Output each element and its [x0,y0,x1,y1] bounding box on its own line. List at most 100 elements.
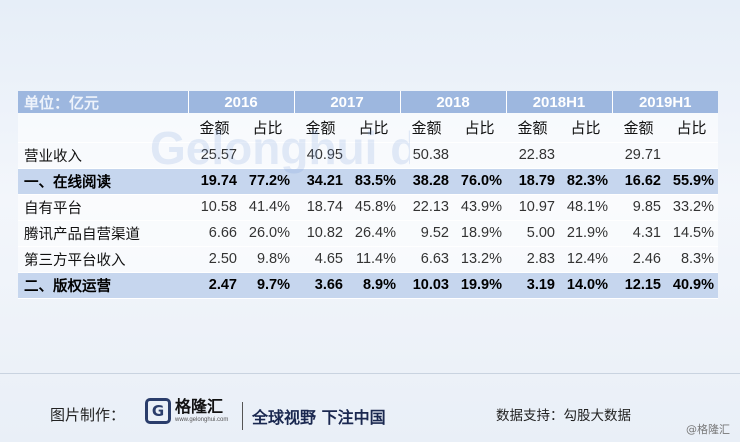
share-cell: 14.0% [559,272,612,298]
share-cell: 9.7% [241,272,294,298]
amount-cell: 22.83 [518,147,555,163]
share-cell: 55.9% [665,168,718,194]
amount-cell: 9.52 [420,225,449,241]
data-source: 数据支持：勾股大数据 [496,408,631,424]
revenue-table: 单位：亿元 2016 2017 2018 2018H1 2019H1 金额 占比… [18,91,718,299]
table-row: 腾讯产品自营渠道 6.66 26.0% 10.82 26.4% 9.52 18.9% 5.00… [18,220,718,246]
share-cell: 19.9% [453,272,506,298]
amount-cell: 38.28 [400,168,453,194]
amount-cell: 5.00 [526,225,555,241]
share-cell [347,142,400,168]
table-row: 二、版权运营 2.47 9.7% 3.66 8.9% 10.03 19.9% 3.19 14.0… [18,272,718,298]
share-cell: 11.4% [355,251,396,267]
share-cell: 40.9% [665,272,718,298]
share-cell: 41.4% [248,199,290,215]
amount-cell: 2.50 [208,251,237,267]
share-cell: 26.0% [248,225,290,241]
share-cell: 21.9% [566,225,608,241]
year-header: 2018H1 [505,91,612,113]
logo-url: www.gelonghui.com [175,417,229,423]
year-header-row: 单位：亿元 2016 2017 2018 2018H1 2019H1 [18,91,718,113]
amount-cell: 19.74 [188,168,241,194]
sub-header-amount: 金额 [623,119,654,137]
amount-cell: 29.71 [624,147,661,163]
slogan: 全球视野 下注中国 [252,408,386,427]
share-cell: 26.4% [354,225,396,241]
share-cell: 12.4% [566,251,608,267]
share-cell: 76.0% [453,168,506,194]
amount-cell: 10.82 [306,225,343,241]
sub-header-blank [18,113,188,142]
amount-cell: 50.38 [412,147,449,163]
amount-cell: 34.21 [294,168,347,194]
amount-cell: 2.46 [632,251,661,267]
amount-cell: 4.65 [314,251,343,267]
share-cell [453,142,506,168]
unit-label: 单位：亿元 [18,91,188,113]
amount-cell: 3.66 [294,272,347,298]
amount-cell: 10.97 [518,199,555,215]
gelonghui-logo: G 格隆汇 www.gelonghui.com [145,398,228,424]
table-row: 第三方平台收入 2.50 9.8% 4.65 11.4% 6.63 13.2% 2.83 12.… [18,246,718,272]
share-cell: 8.9% [347,272,400,298]
share-cell: 18.9% [460,225,502,241]
amount-cell: 40.95 [306,147,343,163]
share-cell: 33.2% [672,199,714,215]
share-cell: 77.2% [241,168,294,194]
row-label: 二、版权运营 [18,272,188,298]
logo-g-icon: G [145,398,171,424]
amount-cell: 9.85 [632,199,661,215]
row-label: 第三方平台收入 [24,252,126,269]
footer-divider-line [0,373,740,374]
share-cell: 82.3% [559,168,612,194]
share-cell [559,142,612,168]
year-header: 2017 [293,91,400,113]
amount-cell: 16.62 [612,168,665,194]
sub-header-amount: 金额 [199,119,230,137]
footer-vertical-divider [242,402,243,430]
share-cell [241,142,294,168]
amount-cell: 2.47 [188,272,241,298]
amount-cell: 18.79 [506,168,559,194]
share-cell: 83.5% [347,168,400,194]
row-label: 腾讯产品自营渠道 [24,226,140,243]
row-label: 一、在线阅读 [18,168,188,194]
amount-cell: 12.15 [612,272,665,298]
table-row: 营业收入 25.57 40.95 50.38 22.83 29.71 [18,142,718,168]
sub-header-share: 占比 [252,119,283,137]
amount-cell: 2.83 [526,251,555,267]
row-label: 自有平台 [24,200,82,217]
sub-header-share: 占比 [676,119,707,137]
amount-cell: 6.66 [208,225,237,241]
amount-cell: 3.19 [506,272,559,298]
made-by-label: 图片制作： [50,406,126,424]
amount-cell: 10.03 [400,272,453,298]
row-label: 营业收入 [24,148,82,165]
amount-cell: 10.58 [200,199,237,215]
share-cell: 45.8% [354,199,396,215]
logo-name: 格隆汇 [175,397,224,416]
sub-header-row: 金额 占比 金额 占比 金额 占比 金额 占比 金额 占比 [18,113,718,142]
share-cell: 8.3% [680,251,714,267]
sub-header-share: 占比 [358,119,389,137]
corner-watermark: @格隆汇 [686,423,730,436]
share-cell [665,142,718,168]
table-row: 自有平台 10.58 41.4% 18.74 45.8% 22.13 43.9% 10.97 4… [18,194,718,220]
table-row: 一、在线阅读 19.74 77.2% 34.21 83.5% 38.28 76.0% 18.7… [18,168,718,194]
sub-header-share: 占比 [464,119,495,137]
amount-cell: 6.63 [420,251,449,267]
amount-cell: 22.13 [412,199,449,215]
year-header: 2018 [399,91,506,113]
share-cell: 13.2% [460,251,502,267]
year-header: 2019H1 [611,91,718,113]
amount-cell: 25.57 [200,147,237,163]
share-cell: 43.9% [460,199,502,215]
year-header: 2016 [187,91,294,113]
share-cell: 14.5% [672,225,714,241]
amount-cell: 4.31 [632,225,661,241]
share-cell: 9.8% [256,251,290,267]
share-cell: 48.1% [566,199,608,215]
sub-header-amount: 金额 [411,119,442,137]
sub-header-share: 占比 [570,119,601,137]
sub-header-amount: 金额 [305,119,336,137]
